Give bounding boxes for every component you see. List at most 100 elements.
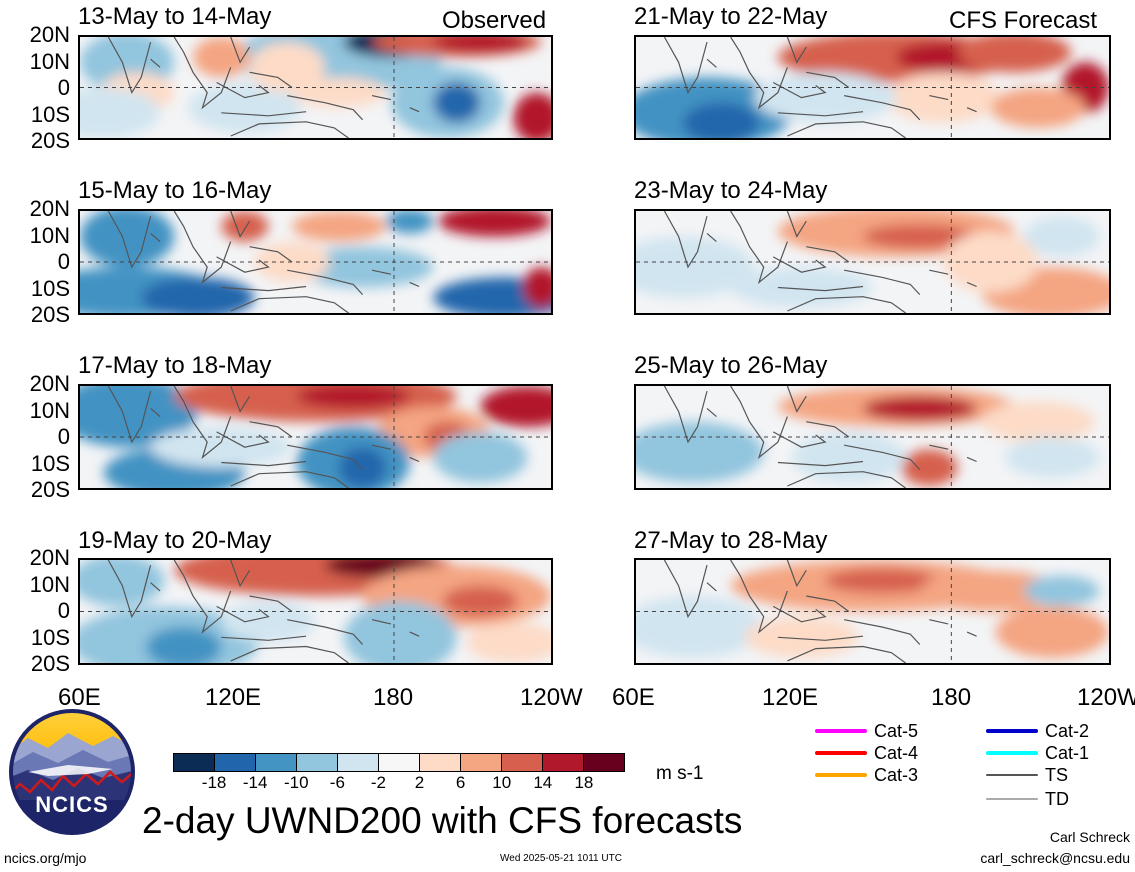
main-title: 2-day UWND200 with CFS forecasts bbox=[142, 800, 743, 841]
ncics-logo: NCICS bbox=[8, 708, 136, 836]
wind-field bbox=[80, 211, 551, 313]
wind-anomaly-blob bbox=[188, 82, 302, 133]
coastlines bbox=[107, 560, 420, 663]
legend-swatch-cat-1 bbox=[986, 751, 1038, 755]
wind-anomaly-blob bbox=[919, 570, 1062, 612]
wind-anomaly-blob bbox=[957, 37, 1072, 73]
lon-label-120e-right: 120E bbox=[762, 684, 819, 711]
panel-title-fcst-2: 23-May to 24-May bbox=[634, 177, 828, 204]
footer-url[interactable]: ncics.org/mjo bbox=[4, 850, 87, 866]
coastlines bbox=[107, 386, 420, 488]
colorbar-tick-label: -18 bbox=[201, 773, 227, 792]
wind-anomaly-blob bbox=[522, 267, 551, 308]
wind-anomaly-blob bbox=[825, 568, 939, 593]
colorbar-swatch bbox=[338, 754, 379, 771]
wind-anomaly-blob bbox=[1004, 437, 1100, 478]
wind-anomaly-blob bbox=[990, 87, 1086, 128]
legend-label-cat-2: Cat-2 bbox=[1045, 721, 1090, 741]
legend-label-cat-5: Cat-5 bbox=[874, 721, 919, 741]
wind-anomaly-blob bbox=[80, 87, 161, 138]
footer-email[interactable]: carl_schreck@ncsu.edu bbox=[980, 850, 1130, 866]
colorbar-swatch bbox=[215, 754, 256, 771]
colorbar-tick-label: 14 bbox=[533, 773, 553, 792]
coastlines bbox=[107, 37, 420, 138]
map-panel-obs-1 bbox=[78, 35, 553, 140]
lat-label: 0 bbox=[57, 598, 70, 623]
wind-anomaly-blob bbox=[433, 277, 551, 313]
wind-anomaly-blob bbox=[754, 72, 897, 123]
legend-swatch-cat-5 bbox=[815, 729, 867, 733]
wind-anomaly-blob bbox=[291, 77, 387, 108]
map-panel-fcst-2 bbox=[634, 209, 1111, 315]
map-panel-obs-4 bbox=[78, 558, 553, 665]
wind-anomaly-blob bbox=[339, 447, 387, 488]
colorbar-swatch bbox=[256, 754, 297, 771]
wind-anomaly-blob bbox=[433, 431, 528, 483]
wind-anomaly-blob bbox=[296, 386, 410, 409]
wind-anomaly-blob bbox=[636, 236, 755, 298]
colorbar-tick-label: 10 bbox=[492, 773, 512, 792]
wind-field bbox=[80, 37, 551, 138]
wind-anomaly-blob bbox=[193, 37, 250, 78]
wind-anomaly-blob bbox=[480, 386, 551, 427]
colorbar-swatch bbox=[379, 754, 420, 771]
lat-label: 20S bbox=[30, 302, 70, 327]
wind-anomaly-blob bbox=[433, 82, 481, 123]
map-panel-obs-3 bbox=[78, 384, 553, 490]
colorbar-swatch bbox=[502, 754, 543, 771]
lat-label: 10S bbox=[30, 275, 70, 301]
lat-label: 0 bbox=[57, 424, 70, 449]
colorbar-swatch bbox=[461, 754, 502, 771]
footer-author: Carl Schreck bbox=[1049, 829, 1130, 845]
legend-swatch-cat-3 bbox=[815, 773, 867, 777]
coastlines bbox=[663, 386, 977, 488]
colorbar bbox=[173, 753, 625, 772]
wind-anomaly-blob bbox=[386, 211, 434, 234]
wind-anomaly-blob bbox=[221, 211, 269, 242]
lat-label: 20S bbox=[30, 477, 70, 502]
lat-label: 20S bbox=[30, 128, 70, 153]
colorbar-tick-label: -14 bbox=[242, 773, 268, 792]
wind-anomaly-blob bbox=[636, 596, 764, 658]
wind-anomaly-blob bbox=[792, 431, 906, 483]
colorbar-swatch bbox=[297, 754, 338, 771]
colorbar-tick-label: 18 bbox=[574, 773, 594, 792]
cfs-forecast-label: CFS Forecast bbox=[949, 7, 1098, 34]
colorbar-tick-label: 2 bbox=[414, 773, 425, 792]
legend-swatch-td bbox=[986, 798, 1038, 800]
legend-swatch-cat-2 bbox=[986, 729, 1038, 733]
lon-label-60e: 60E bbox=[58, 684, 101, 711]
wind-anomaly-blob bbox=[291, 211, 387, 242]
lon-label-120e: 120E bbox=[205, 684, 262, 711]
wind-anomaly-blob bbox=[513, 92, 551, 138]
wind-anomaly-blob bbox=[1023, 575, 1100, 607]
coastlines bbox=[663, 560, 977, 663]
colorbar-tick-label: -6 bbox=[329, 773, 345, 792]
wind-anomaly-blob bbox=[636, 421, 764, 483]
lat-label: 10S bbox=[30, 624, 70, 650]
wind-anomaly-blob bbox=[145, 626, 222, 663]
map-panel-fcst-1 bbox=[634, 35, 1111, 140]
legend-swatch-ts bbox=[986, 774, 1038, 776]
colorbar-swatch bbox=[543, 754, 584, 771]
lon-label-60e-right: 60E bbox=[612, 684, 655, 711]
lat-label: 0 bbox=[57, 249, 70, 274]
wind-anomaly-blob bbox=[442, 585, 519, 617]
wind-field bbox=[636, 386, 1109, 488]
legend-label-cat-3: Cat-3 bbox=[874, 765, 919, 785]
wind-field bbox=[80, 386, 551, 488]
map-panel-fcst-4 bbox=[634, 558, 1111, 665]
lon-label-120w: 120W bbox=[520, 684, 583, 711]
wind-anomaly-blob bbox=[683, 102, 759, 138]
lon-label-180-right: 180 bbox=[931, 684, 972, 711]
lat-label: 20N bbox=[29, 22, 70, 47]
coastlines bbox=[107, 211, 420, 313]
wind-field bbox=[636, 211, 1109, 313]
wind-field bbox=[636, 560, 1109, 663]
footer-timestamp: Wed 2025-05-21 1011 UTC bbox=[500, 853, 622, 864]
observed-label: Observed bbox=[442, 7, 547, 34]
coastlines bbox=[663, 37, 977, 138]
panel-title-obs-4: 19-May to 20-May bbox=[78, 527, 272, 554]
colorbar-swatch bbox=[584, 754, 624, 771]
wind-anomaly-blob bbox=[437, 211, 551, 237]
